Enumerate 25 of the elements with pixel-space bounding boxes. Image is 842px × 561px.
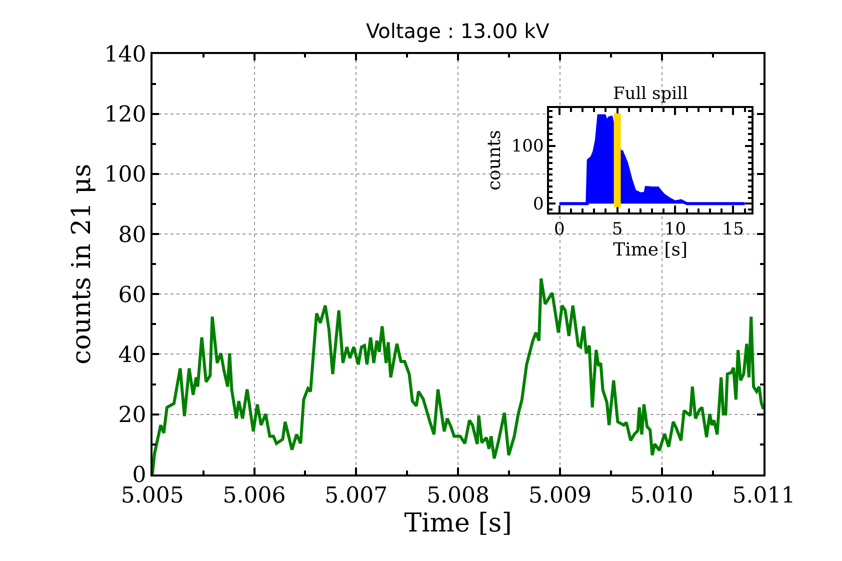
x-tick-label: 5.009: [528, 484, 592, 509]
y-tick-label: 20: [118, 403, 146, 428]
y-tick-label: 80: [118, 222, 146, 248]
line-series: [152, 277, 764, 474]
x-tick-label: 15: [722, 219, 744, 240]
y-tick-label: 100: [104, 162, 146, 188]
y-tick-label: 100: [511, 136, 544, 157]
x-axis-title: Time [s]: [404, 508, 512, 539]
y-axis-title: counts in 21 μs: [67, 164, 98, 364]
x-tick-label: 5: [612, 219, 623, 240]
chart-title: Voltage : 13.00 kV: [366, 19, 550, 43]
x-tick-label: 5.008: [426, 484, 490, 509]
x-tick-label: 10: [664, 219, 686, 240]
x-tick-label: 0: [554, 219, 565, 240]
x-tick-label: 5.006: [222, 484, 286, 509]
x-tick-label: 5.010: [630, 484, 694, 509]
chart-title: Full spill: [613, 84, 688, 104]
y-axis-title: counts: [484, 130, 506, 191]
x-tick-label: 5.011: [732, 484, 796, 509]
y-tick-label: 140: [104, 42, 146, 68]
x-tick-label: 5.007: [324, 484, 388, 509]
x-axis-title: Time [s]: [613, 239, 688, 260]
y-tick-label: 120: [104, 102, 146, 128]
y-tick-label: 60: [118, 282, 146, 308]
y-tick-label: 40: [118, 342, 146, 368]
